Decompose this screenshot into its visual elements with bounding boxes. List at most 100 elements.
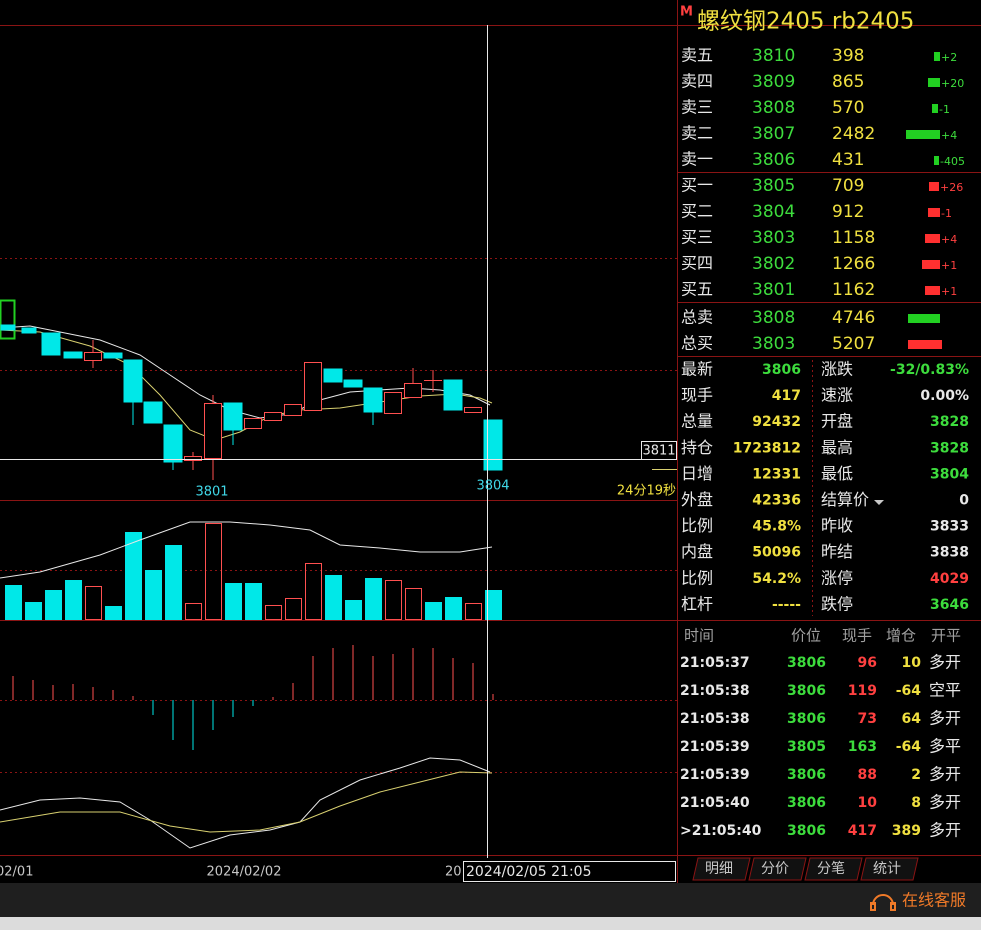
quote-value: 50096 [752, 545, 801, 561]
book-label: 卖三 [681, 98, 713, 117]
trade-price: 3805 [787, 739, 826, 755]
trade-oi: 389 [892, 823, 921, 839]
book-volume: 431 [832, 150, 864, 170]
trade-type: 多开 [929, 821, 961, 840]
total-label: 总买 [681, 334, 713, 353]
quote-value: 3806 [762, 362, 801, 378]
badge: M [680, 5, 693, 20]
book-label: 卖五 [681, 46, 713, 65]
book-label: 买二 [681, 202, 713, 221]
trade-time: >21:05:40 [680, 823, 762, 839]
trade-volume: 88 [858, 767, 877, 783]
quote-value: 45.8% [752, 519, 801, 535]
trade-volume: 10 [858, 795, 878, 811]
trade-column: 增仓 [886, 627, 916, 645]
quote-label: 开盘 [821, 412, 853, 431]
book-price: 3806 [752, 150, 795, 170]
change-bar [928, 78, 940, 87]
book-volume: 398 [832, 46, 864, 66]
quote-value: 0.00% [920, 388, 969, 404]
trade-oi: -64 [896, 683, 922, 699]
trade-time: 21:05:40 [680, 795, 750, 811]
book-label: 卖一 [681, 150, 713, 169]
tab[interactable]: 分价 [761, 861, 789, 877]
book-label: 卖四 [681, 72, 713, 91]
trade-time: 21:05:38 [680, 683, 750, 699]
trade-price: 3806 [787, 795, 826, 811]
trade-type: 多开 [929, 709, 961, 728]
book-change: +26 [940, 181, 963, 194]
change-bar [922, 260, 940, 269]
quote-value: -32/0.83% [890, 362, 969, 378]
book-change: +4 [941, 129, 957, 142]
quote-label: 日增 [681, 464, 713, 483]
quote-label: 跌停 [821, 594, 853, 613]
book-volume: 912 [832, 202, 864, 222]
book-change: +20 [941, 77, 964, 90]
book-volume: 865 [832, 72, 864, 92]
book-price: 3807 [752, 124, 795, 144]
trade-volume: 163 [848, 739, 877, 755]
book-price: 3805 [752, 176, 795, 196]
tab[interactable]: 分笔 [817, 861, 845, 877]
quote-label: 总量 [681, 412, 713, 431]
change-bar [925, 286, 940, 295]
book-label: 卖二 [681, 124, 713, 143]
trade-price: 3806 [787, 683, 826, 699]
price-label: 3804 [476, 479, 509, 494]
book-price: 3808 [752, 98, 795, 118]
trade-type: 空平 [929, 681, 961, 700]
total-bar [908, 340, 942, 349]
book-change: -1 [939, 103, 950, 116]
book-change: +1 [941, 259, 957, 272]
quote-value: 1723812 [733, 440, 801, 456]
total-volume: 4746 [832, 308, 875, 328]
book-volume: 1158 [832, 228, 875, 248]
quote-label: 结算价 [821, 490, 869, 509]
trade-column: 价位 [791, 627, 821, 645]
book-change: -1 [941, 207, 952, 220]
price-label: 3801 [195, 485, 228, 500]
book-price: 3810 [752, 46, 795, 66]
book-volume: 2482 [832, 124, 875, 144]
trade-price: 3806 [787, 655, 826, 671]
tab[interactable]: 明细 [705, 861, 733, 877]
quote-value: 3646 [930, 597, 969, 613]
total-price: 3803 [752, 334, 795, 354]
dropdown-arrow[interactable] [874, 500, 884, 505]
book-price: 3809 [752, 72, 795, 92]
quote-value: 4029 [930, 571, 969, 587]
change-bar [932, 104, 938, 113]
online-service[interactable]: 在线客服 [902, 891, 966, 910]
quote-value: 417 [772, 388, 801, 404]
book-change: -405 [940, 155, 965, 168]
total-price: 3808 [752, 308, 795, 328]
trade-price: 3806 [787, 711, 826, 727]
trade-volume: 417 [848, 823, 877, 839]
book-volume: 1162 [832, 280, 875, 300]
quote-label: 涨跌 [821, 360, 853, 379]
book-label: 买一 [681, 176, 713, 195]
quote-label: 最新 [681, 360, 713, 379]
date-label: 2024/02/02 [207, 865, 282, 880]
quote-value: ----- [772, 597, 801, 613]
quote-value: 54.2% [752, 571, 801, 587]
quote-value: 3828 [930, 414, 969, 430]
change-bar [934, 52, 940, 61]
trade-time: 21:05:39 [680, 739, 750, 755]
trade-column: 现手 [842, 627, 872, 645]
cursor-price: 3811 [642, 444, 675, 459]
trade-oi: 10 [902, 655, 922, 671]
trade-volume: 96 [858, 655, 877, 671]
change-bar [929, 182, 939, 191]
trade-column: 时间 [684, 627, 714, 645]
quote-label: 持仓 [681, 438, 713, 457]
change-bar [925, 234, 940, 243]
book-price: 3801 [752, 280, 795, 300]
trade-time: 21:05:37 [680, 655, 750, 671]
quote-label: 外盘 [681, 490, 713, 509]
quote-label: 内盘 [681, 542, 713, 561]
tab[interactable]: 统计 [873, 861, 901, 877]
trade-type: 多平 [929, 737, 961, 756]
